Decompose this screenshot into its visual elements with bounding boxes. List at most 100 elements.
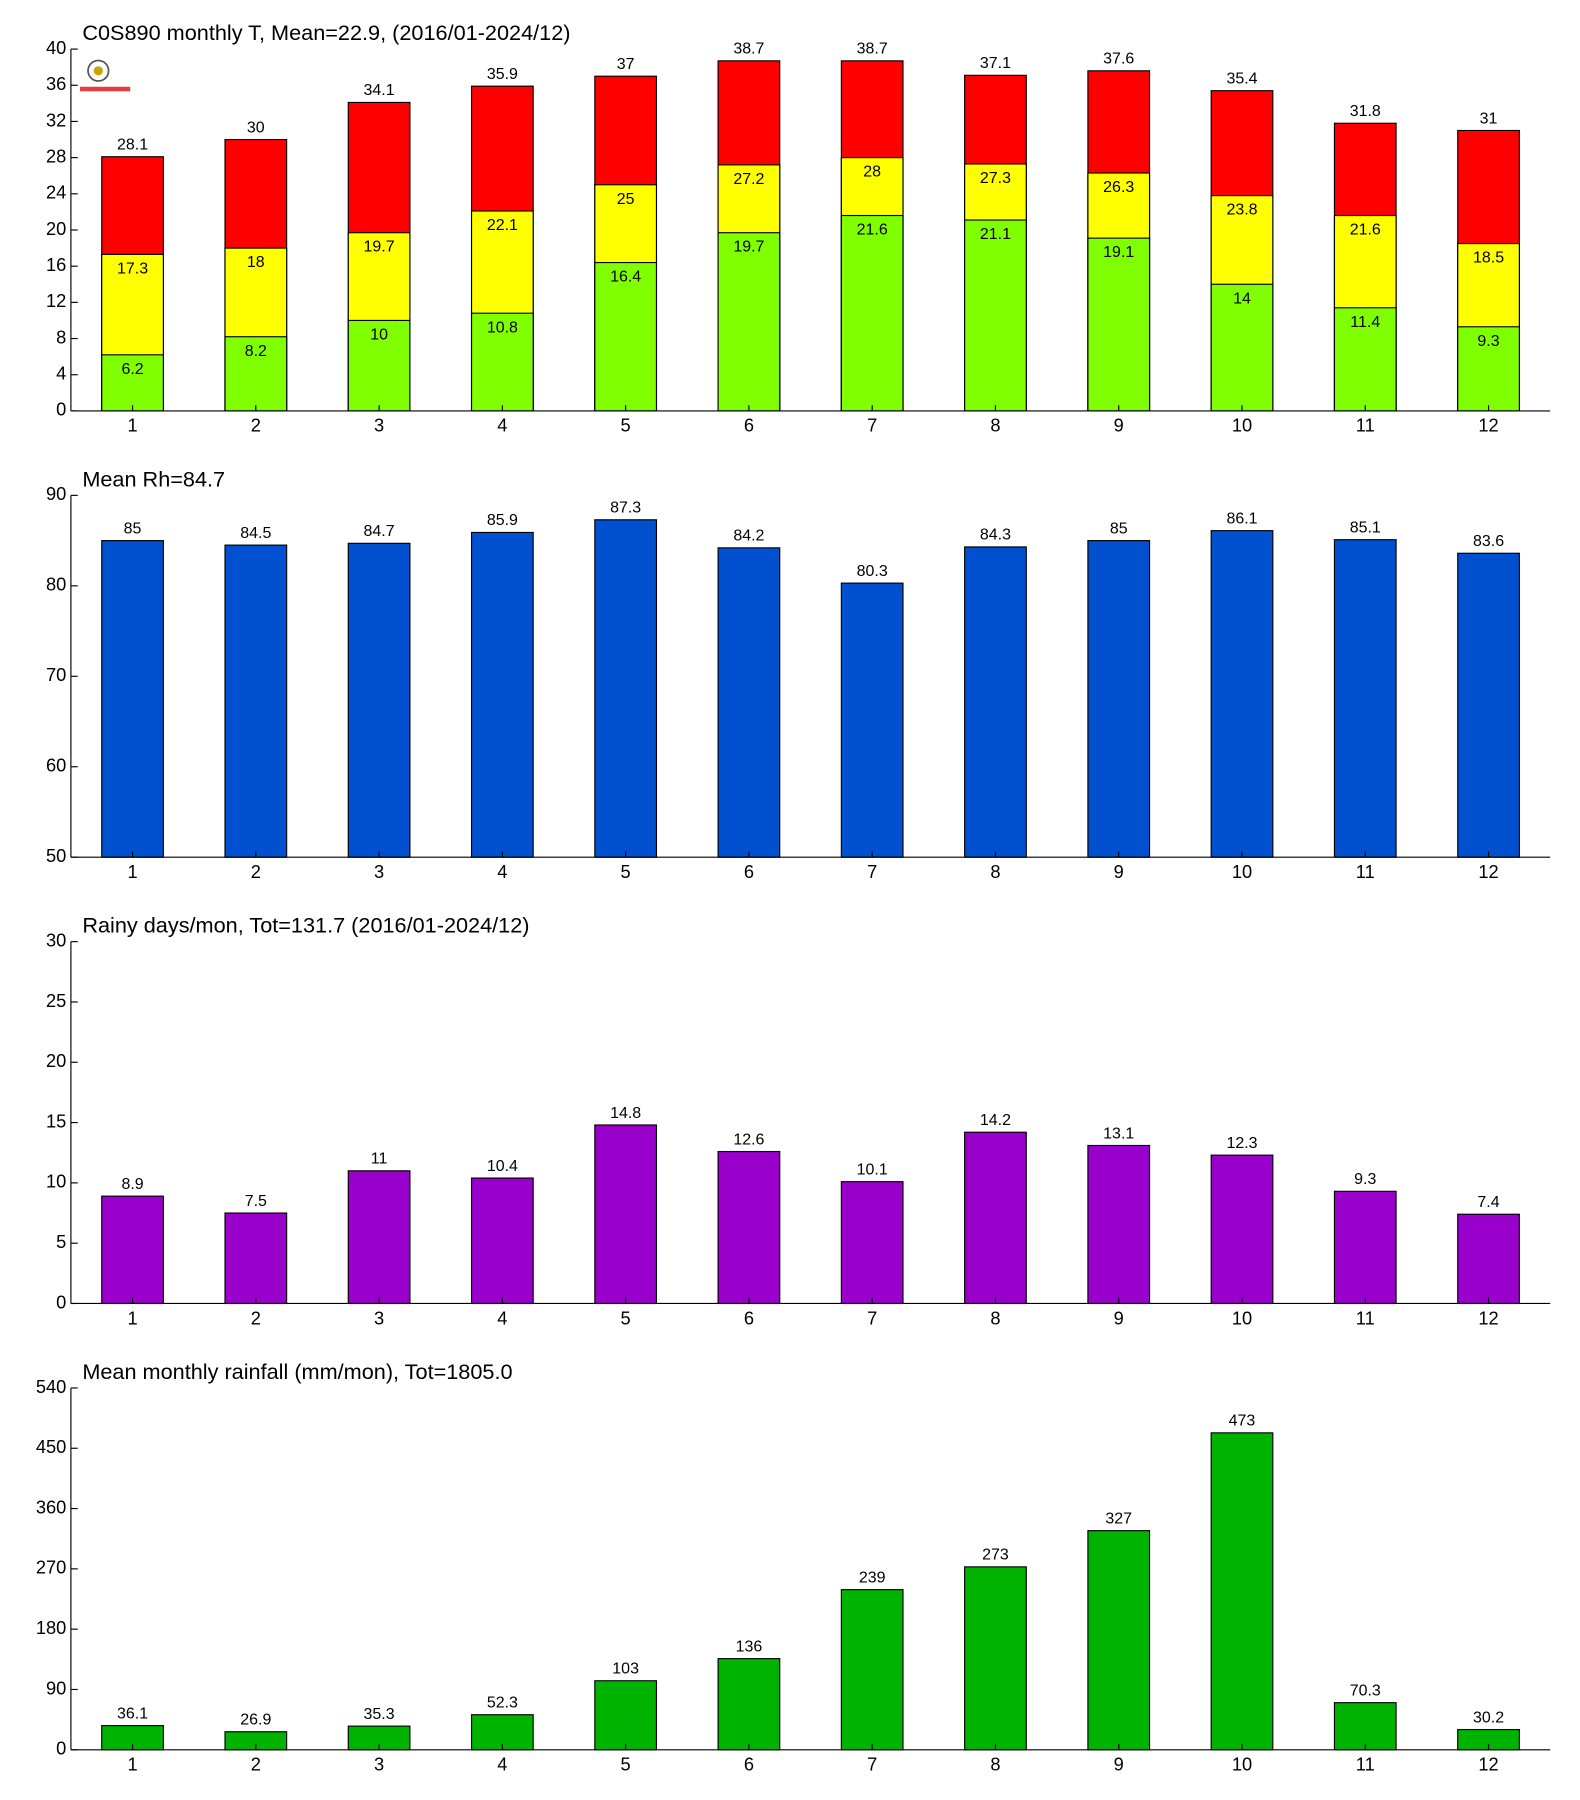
- value-label: 14: [1233, 290, 1251, 307]
- x-tick-label: 1: [127, 415, 137, 436]
- value-label: 8.9: [121, 1176, 143, 1193]
- bar: [101, 354, 164, 412]
- x-tick-label: 11: [1356, 861, 1375, 882]
- y-tick-label: 0: [56, 399, 66, 420]
- value-label: 327: [1105, 1510, 1132, 1527]
- chart-title: C0S890 monthly T, Mean=22.9, (2016/01-20…: [82, 20, 570, 45]
- value-label: 10.1: [857, 1161, 888, 1178]
- value-label: 26.3: [1103, 179, 1134, 196]
- value-label: 38.7: [733, 41, 764, 58]
- bar: [594, 261, 658, 412]
- bar: [1333, 307, 1397, 412]
- x-tick-label: 3: [374, 1307, 384, 1328]
- bar: [717, 1658, 781, 1751]
- y-tick-label: 12: [46, 290, 66, 311]
- bar: [840, 1181, 904, 1305]
- x-tick-label: 2: [251, 1307, 261, 1328]
- value-label: 22.1: [487, 217, 518, 234]
- bar: [840, 214, 904, 412]
- x-tick-label: 6: [744, 861, 754, 882]
- x-tick-label: 6: [744, 1307, 754, 1328]
- y-tick-label: 80: [46, 574, 66, 595]
- y-tick-label: 540: [36, 1376, 66, 1397]
- y-tick-label: 15: [46, 1110, 66, 1131]
- bar: [1457, 552, 1520, 858]
- y-tick-label: 60: [46, 755, 66, 776]
- y-tick-label: 25: [46, 990, 66, 1011]
- y-tick-label: 0: [56, 1738, 66, 1759]
- bar: [1087, 237, 1151, 412]
- x-tick-label: 1: [127, 1754, 137, 1775]
- chart-title: Mean monthly rainfall (mm/mon), Tot=1805…: [82, 1359, 512, 1384]
- x-tick-label: 10: [1232, 861, 1252, 882]
- x-tick-label: 9: [1114, 861, 1124, 882]
- value-label: 85.9: [487, 512, 518, 529]
- bar: [840, 1589, 904, 1751]
- value-label: 21.6: [1350, 222, 1381, 239]
- x-tick-label: 12: [1478, 1307, 1498, 1328]
- value-label: 19.7: [364, 239, 395, 256]
- bar: [1210, 1154, 1274, 1305]
- value-label: 9.3: [1354, 1171, 1376, 1188]
- value-label: 86.1: [1226, 510, 1257, 527]
- value-label: 83.6: [1473, 533, 1504, 550]
- bar: [101, 1195, 164, 1305]
- y-tick-label: 0: [56, 1291, 66, 1312]
- value-label: 7.5: [245, 1193, 267, 1210]
- y-tick-label: 50: [46, 845, 66, 866]
- bar: [1333, 1190, 1397, 1305]
- x-tick-label: 7: [867, 1754, 877, 1775]
- chart-title: Mean Rh=84.7: [82, 466, 225, 491]
- x-tick-label: 6: [744, 1754, 754, 1775]
- y-tick-label: 70: [46, 664, 66, 685]
- bar: [840, 582, 904, 858]
- x-tick-label: 5: [621, 861, 631, 882]
- y-tick-label: 16: [46, 254, 66, 275]
- x-tick-label: 4: [497, 861, 507, 882]
- x-tick-label: 9: [1114, 1307, 1124, 1328]
- x-tick-label: 3: [374, 1754, 384, 1775]
- bar: [594, 1124, 658, 1305]
- bar: [470, 312, 534, 412]
- y-tick-label: 30: [46, 929, 66, 950]
- y-tick-label: 90: [46, 1677, 66, 1698]
- x-tick-label: 9: [1114, 1754, 1124, 1775]
- value-label: 84.2: [733, 528, 764, 545]
- value-label: 85.1: [1350, 519, 1381, 536]
- bar: [470, 1714, 534, 1751]
- x-tick-label: 2: [251, 861, 261, 882]
- value-label: 27.3: [980, 170, 1011, 187]
- x-tick-label: 3: [374, 861, 384, 882]
- y-tick-label: 36: [46, 73, 66, 94]
- x-tick-label: 11: [1356, 415, 1375, 436]
- value-label: 37.1: [980, 55, 1011, 72]
- x-tick-label: 2: [251, 415, 261, 436]
- value-label: 12.6: [733, 1131, 764, 1148]
- y-tick-label: 180: [36, 1617, 66, 1638]
- value-label: 37: [617, 56, 635, 73]
- x-tick-label: 7: [867, 1307, 877, 1328]
- value-label: 30: [247, 119, 265, 136]
- x-tick-label: 6: [744, 415, 754, 436]
- value-label: 9.3: [1477, 333, 1499, 350]
- value-label: 28.1: [117, 137, 148, 154]
- value-label: 10.8: [487, 319, 518, 336]
- x-tick-label: 7: [867, 415, 877, 436]
- bar: [1457, 1213, 1520, 1305]
- y-tick-label: 8: [56, 326, 66, 347]
- value-label: 21.6: [857, 222, 888, 239]
- bar: [1087, 1530, 1151, 1751]
- bar: [717, 232, 781, 412]
- x-tick-label: 8: [990, 861, 1000, 882]
- x-tick-label: 11: [1356, 1754, 1375, 1775]
- value-label: 84.5: [240, 525, 271, 542]
- chart-title: Rainy days/mon, Tot=131.7 (2016/01-2024/…: [82, 913, 529, 938]
- x-tick-label: 12: [1478, 415, 1498, 436]
- bar: [470, 531, 534, 858]
- value-label: 35.3: [364, 1706, 395, 1723]
- y-tick-label: 360: [36, 1496, 66, 1517]
- value-label: 84.3: [980, 527, 1011, 544]
- bar: [347, 319, 411, 412]
- value-label: 11.4: [1350, 314, 1380, 331]
- bar: [1087, 1144, 1151, 1305]
